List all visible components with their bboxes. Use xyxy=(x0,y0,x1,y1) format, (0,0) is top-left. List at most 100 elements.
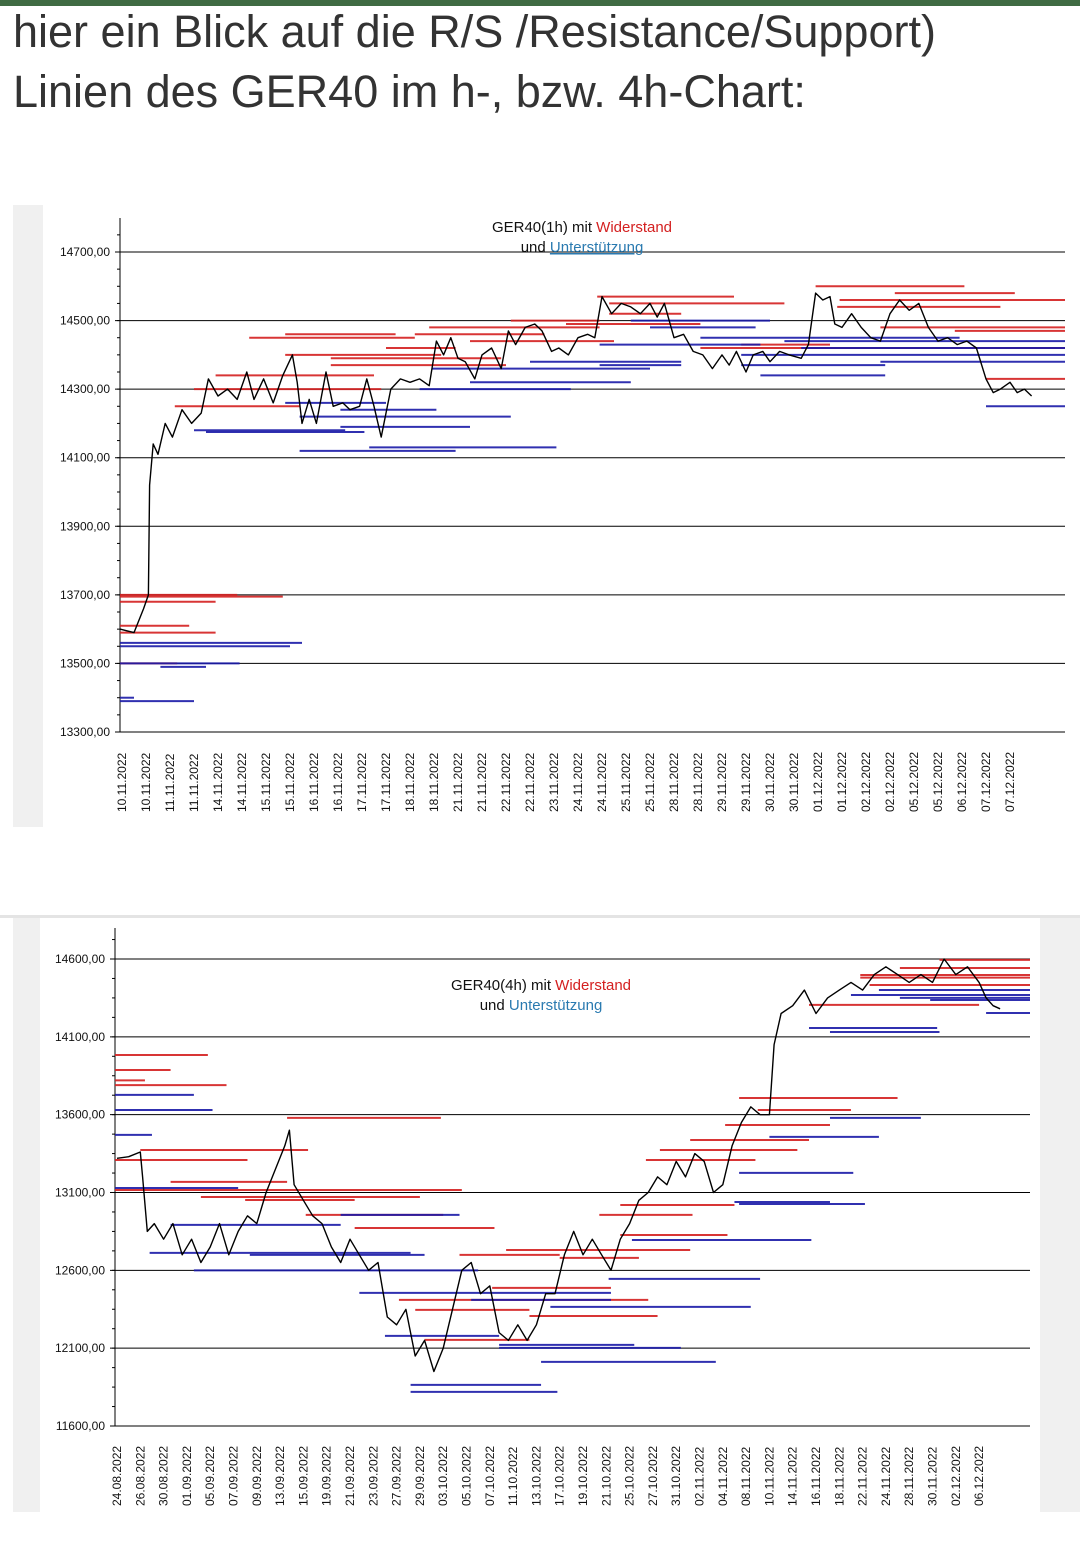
x-tick-label: 26.08.2022 xyxy=(133,1446,147,1506)
x-tick-label: 13.10.2022 xyxy=(529,1446,543,1506)
chart-2-frame-strip-left xyxy=(13,918,40,1512)
x-tick-label: 23.11.2022 xyxy=(547,753,561,812)
x-tick-label: 10.11.2022 xyxy=(139,753,153,812)
x-tick-label: 02.11.2022 xyxy=(693,1447,707,1506)
chart-4h-title-line-2: und Unterstützung xyxy=(480,997,603,1014)
x-tick-label: 25.11.2022 xyxy=(619,753,633,812)
x-tick-label: 05.09.2022 xyxy=(203,1446,217,1506)
y-tick-label: 13700,00 xyxy=(60,588,110,602)
x-tick-label: 01.12.2022 xyxy=(811,752,825,812)
price-line xyxy=(119,292,1033,634)
x-tick-label: 24.08.2022 xyxy=(110,1446,124,1506)
x-tick-label: 16.11.2022 xyxy=(809,1447,823,1506)
y-tick-label: 14600,00 xyxy=(55,952,105,966)
x-tick-label: 22.11.2022 xyxy=(856,1447,870,1506)
x-tick-label: 05.12.2022 xyxy=(931,752,945,812)
x-tick-label: 30.11.2022 xyxy=(926,1447,940,1506)
x-tick-label: 21.10.2022 xyxy=(599,1446,613,1506)
price-line xyxy=(116,958,1001,1373)
chart-1h-title-line-1: GER40(1h) mit Widerstand xyxy=(492,219,672,236)
x-tick-label: 15.11.2022 xyxy=(283,753,297,812)
x-tick-label: 05.12.2022 xyxy=(907,752,921,812)
x-tick-label: 01.09.2022 xyxy=(180,1446,194,1506)
chart-2-frame-strip-right xyxy=(1040,918,1080,1512)
x-tick-label: 17.11.2022 xyxy=(379,753,393,812)
x-tick-label: 02.12.2022 xyxy=(949,1446,963,1506)
x-tick-label: 24.11.2022 xyxy=(879,1447,893,1506)
x-tick-label: 23.09.2022 xyxy=(366,1446,380,1506)
y-tick-label: 14700,00 xyxy=(60,245,110,259)
chart-1h: 14700,00 14500,00 14300,00 14100,00 13900,00… xyxy=(60,218,1065,812)
y-tick-label: 11600,00 xyxy=(56,1419,105,1433)
intro-line-1: hier ein Blick auf die R/S /Resistance/S… xyxy=(13,6,936,57)
x-tick-label: 16.11.2022 xyxy=(331,753,345,812)
x-tick-label: 24.11.2022 xyxy=(571,753,585,812)
x-tick-label: 16.11.2022 xyxy=(307,753,321,812)
x-tick-label: 28.11.2022 xyxy=(691,753,705,812)
top-accent-bar xyxy=(0,0,1080,6)
x-tick-label: 10.11.2022 xyxy=(762,1447,776,1506)
x-tick-label: 17.10.2022 xyxy=(553,1446,567,1506)
x-tick-label: 06.12.2022 xyxy=(972,1446,986,1506)
x-tick-label: 22.11.2022 xyxy=(523,753,537,812)
x-tick-label: 18.11.2022 xyxy=(427,753,441,812)
x-tick-label: 02.12.2022 xyxy=(859,752,873,812)
plot-layer: 14600,00 14100,00 13600,00 13100,00 12600,00… xyxy=(55,928,1030,1506)
y-tick-label: 13300,00 xyxy=(60,725,110,739)
x-tick-label: 22.11.2022 xyxy=(499,753,513,812)
x-tick-label: 01.12.2022 xyxy=(835,752,849,812)
intro-line-2: Linien des GER40 im h-, bzw. 4h-Chart: xyxy=(13,66,806,117)
y-tick-label: 12600,00 xyxy=(55,1263,105,1277)
y-tick-label: 14100,00 xyxy=(55,1030,105,1044)
x-tick-label: 13.09.2022 xyxy=(273,1446,287,1506)
x-tick-label: 07.12.2022 xyxy=(979,752,993,812)
x-tick-label: 21.11.2022 xyxy=(475,753,489,812)
x-tick-label: 11.11.2022 xyxy=(163,753,177,812)
y-tick-label: 13900,00 xyxy=(60,519,110,533)
x-tick-label: 29.11.2022 xyxy=(715,753,729,812)
x-tick-label: 06.12.2022 xyxy=(955,752,969,812)
chart-1h-title-line-2: und Unterstützung xyxy=(521,239,644,256)
x-tick-label: 11.10.2022 xyxy=(506,1447,520,1506)
x-tick-label: 29.09.2022 xyxy=(413,1446,427,1506)
y-tick-label: 14300,00 xyxy=(60,382,110,396)
x-tick-label: 17.11.2022 xyxy=(355,753,369,812)
y-tick-label: 13600,00 xyxy=(55,1108,105,1122)
y-tick-label: 13500,00 xyxy=(60,656,110,670)
x-tick-label: 07.09.2022 xyxy=(227,1446,241,1506)
x-tick-label: 08.11.2022 xyxy=(739,1447,753,1506)
y-tick-label: 12100,00 xyxy=(55,1341,105,1355)
x-tick-label: 14.11.2022 xyxy=(235,753,249,812)
y-tick-label: 14500,00 xyxy=(60,314,110,328)
x-tick-label: 29.11.2022 xyxy=(739,753,753,812)
x-tick-label: 11.11.2022 xyxy=(187,753,201,812)
x-tick-label: 31.10.2022 xyxy=(669,1446,683,1506)
x-tick-label: 04.11.2022 xyxy=(716,1447,730,1506)
y-tick-label: 14100,00 xyxy=(60,451,110,465)
x-tick-label: 02.12.2022 xyxy=(883,752,897,812)
x-tick-label: 14.11.2022 xyxy=(786,1447,800,1506)
x-tick-label: 27.09.2022 xyxy=(390,1446,404,1506)
x-tick-label: 30.11.2022 xyxy=(787,753,801,812)
chart-1-frame-strip xyxy=(13,205,43,827)
x-tick-label: 25.11.2022 xyxy=(643,753,657,812)
y-tick-label: 13100,00 xyxy=(55,1186,105,1200)
x-tick-label: 24.11.2022 xyxy=(595,753,609,812)
x-tick-label: 18.11.2022 xyxy=(403,753,417,812)
x-tick-label: 19.10.2022 xyxy=(576,1446,590,1506)
x-tick-label: 30.11.2022 xyxy=(763,753,777,812)
x-tick-label: 05.10.2022 xyxy=(460,1446,474,1506)
x-tick-label: 15.11.2022 xyxy=(259,753,273,812)
x-tick-label: 27.10.2022 xyxy=(646,1446,660,1506)
x-tick-label: 15.09.2022 xyxy=(296,1446,310,1506)
plot-layer: 14700,00 14500,00 14300,00 14100,00 13900,00… xyxy=(60,218,1065,812)
x-tick-label: 21.09.2022 xyxy=(343,1446,357,1506)
x-tick-label: 28.11.2022 xyxy=(667,753,681,812)
chart-separator xyxy=(0,915,1080,918)
x-tick-label: 21.11.2022 xyxy=(451,753,465,812)
x-tick-label: 14.11.2022 xyxy=(211,753,225,812)
x-tick-label: 07.12.2022 xyxy=(1003,752,1017,812)
chart-4h: 14600,00 14100,00 13600,00 13100,00 12600,00… xyxy=(55,928,1030,1506)
x-tick-label: 28.11.2022 xyxy=(902,1447,916,1506)
